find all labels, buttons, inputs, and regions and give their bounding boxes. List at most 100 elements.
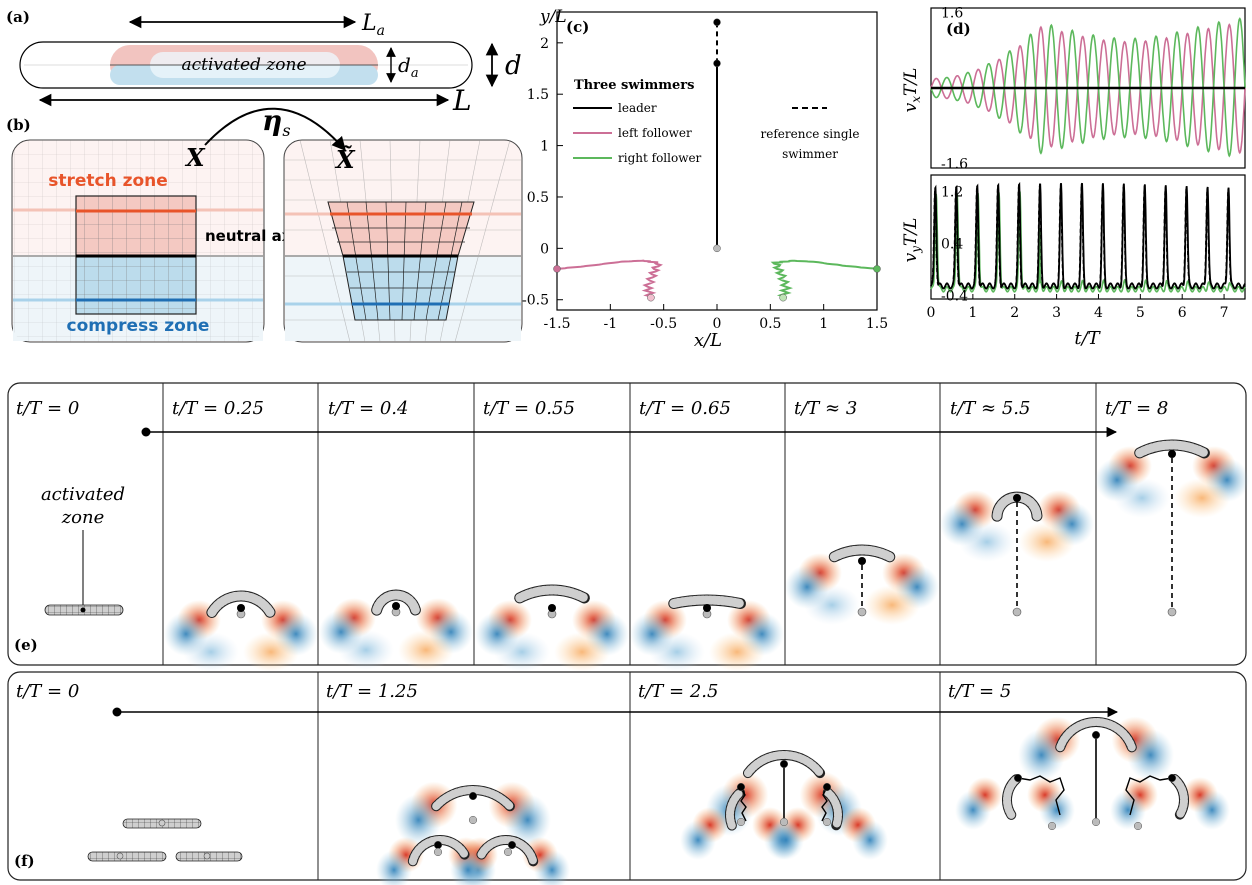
f-marker — [507, 840, 517, 850]
legend-text-left: left follower — [618, 126, 692, 140]
swimmer-body — [1003, 775, 1021, 819]
panel-f: t/T = 0 t/T = 1.25 t/T = 2.5 t/T = 5 (f) — [7, 671, 1247, 885]
e-time-5: t/T ≈ 3 — [794, 398, 857, 419]
e-snapshot-5 — [785, 544, 939, 625]
vorticity-blob — [709, 632, 765, 672]
f-time-0: t/T = 0 — [16, 681, 79, 702]
c-ytick-label: 0.5 — [527, 190, 549, 206]
d-top-ytick-label: -1.6 — [941, 156, 968, 172]
panel-c-label: (c) — [566, 18, 589, 36]
f-marker — [503, 847, 513, 857]
d-xtick-label: 2 — [1010, 305, 1019, 321]
panel-f-times: t/T = 0 t/T = 1.25 t/T = 2.5 t/T = 5 — [16, 681, 1011, 702]
panel-e-time-start — [141, 427, 151, 437]
panel-e-times: t/T = 0 t/T = 0.25 t/T = 0.4 t/T = 0.55 t/T … — [16, 398, 1168, 419]
e-centre-marker — [237, 604, 245, 612]
c-ytick-label: 0 — [540, 241, 549, 257]
initial-left-follower — [87, 851, 167, 862]
f-marker — [1091, 730, 1101, 740]
vorticity-blob — [1127, 729, 1174, 781]
c-xtick-label: 0 — [713, 316, 722, 332]
d-bottom-ytick-label: -0.4 — [941, 289, 968, 305]
f-time-2: t/T = 2.5 — [638, 681, 718, 702]
vorticity-blob — [680, 820, 716, 860]
vorticity-blob — [243, 632, 299, 672]
vorticity-blob — [1018, 729, 1065, 781]
e-time-7: t/T = 8 — [1105, 398, 1168, 419]
vorticity-blob — [1110, 790, 1146, 830]
e-centre-marker — [1168, 450, 1176, 458]
c-marker — [713, 244, 721, 253]
mapping-arrow — [204, 107, 346, 152]
c-marker — [873, 265, 881, 273]
legend-title: Three swimmers — [574, 78, 694, 93]
vorticity-blob — [554, 632, 610, 672]
legend-text-ref-1: reference single — [761, 127, 860, 141]
c-marker — [553, 265, 561, 273]
activated-label-2: zone — [61, 507, 105, 528]
swimmer-body — [829, 545, 895, 562]
stretch-zone-label: stretch zone — [48, 171, 168, 191]
e-centre-marker — [1013, 494, 1021, 502]
panel-f-dividers — [317, 672, 941, 880]
e-start-marker — [1167, 607, 1177, 617]
c-xtick-label: 0.5 — [759, 316, 781, 332]
d-xtick-label: 3 — [1052, 305, 1061, 321]
vorticity-blob — [955, 790, 991, 830]
d-bottom-reference — [930, 185, 1246, 290]
f-time-3: t/T = 5 — [948, 681, 1011, 702]
panel-d-bottom-series — [930, 181, 1246, 293]
e-snapshot-6 — [940, 490, 1094, 617]
vorticity-blob — [1174, 478, 1230, 518]
panel-d-label: (d) — [946, 20, 971, 38]
e-snapshot-1 — [164, 590, 318, 672]
activated-label-1: activated — [41, 484, 125, 505]
vorticity-blob — [864, 585, 920, 625]
d-top-ytick-label: 1.6 — [941, 6, 963, 22]
neutral-axis-label: neutral axis — [205, 227, 306, 245]
panel-a-label: (a) — [6, 8, 30, 26]
panel-a: (a) La activated zone da d L — [6, 8, 522, 117]
e-centre-marker — [392, 602, 400, 610]
swimmer-body — [726, 788, 745, 830]
e-snapshot-4 — [630, 594, 784, 672]
f-marker — [1047, 821, 1057, 831]
swimmer-body — [477, 836, 538, 866]
d-xtick-label: 4 — [1094, 305, 1103, 321]
c-marker — [779, 293, 787, 302]
Xtilde-symbol: X̃ — [334, 145, 356, 174]
f-trajectory-left — [1017, 775, 1065, 816]
f-marker — [736, 817, 746, 827]
c-ytick-label: 1.5 — [527, 87, 549, 103]
panel-d-bottom-axes — [930, 174, 1246, 300]
e-start-marker — [1012, 607, 1022, 617]
compress-zone-label: compress zone — [67, 316, 210, 336]
e-centre-marker — [858, 557, 866, 565]
da-symbol: da — [398, 53, 419, 81]
swimmer-body — [515, 585, 589, 603]
vorticity-blob — [338, 630, 394, 670]
d-bottom-ytick-label: 1.2 — [941, 184, 963, 200]
c-xtick-label: -1 — [604, 316, 618, 332]
panel-c-ticks: -1.5 -1 -0.5 0 0.5 1 1.5 -0.5 0 0.5 1 1.5 2 — [522, 36, 888, 332]
d-xtick-label: 1 — [968, 305, 977, 321]
c-series-left-follower — [556, 259, 663, 299]
panel-c-series — [553, 18, 881, 302]
c-xtick-label: 1.5 — [866, 316, 888, 332]
initial-swimmer-center — [80, 607, 86, 613]
e-time-6: t/T ≈ 5.5 — [950, 398, 1030, 419]
vorticity-blob — [1019, 522, 1075, 562]
panel-f-frame — [7, 671, 1247, 881]
panel-e-label: (e) — [14, 636, 38, 654]
c-marker — [647, 293, 655, 302]
vorticity-blob — [768, 820, 804, 860]
d-xtick-label: 5 — [1136, 305, 1145, 321]
swimmer-body — [743, 751, 825, 778]
reference-config: stretch zone compress zone neutral axis — [11, 139, 306, 343]
swimmer-body — [372, 590, 420, 615]
vorticity-blob — [852, 820, 888, 860]
e-snapshot-3 — [475, 584, 629, 672]
e-time-3: t/T = 0.55 — [483, 398, 575, 419]
vorticity-blob — [398, 630, 454, 670]
legend-text-leader: leader — [618, 101, 657, 115]
